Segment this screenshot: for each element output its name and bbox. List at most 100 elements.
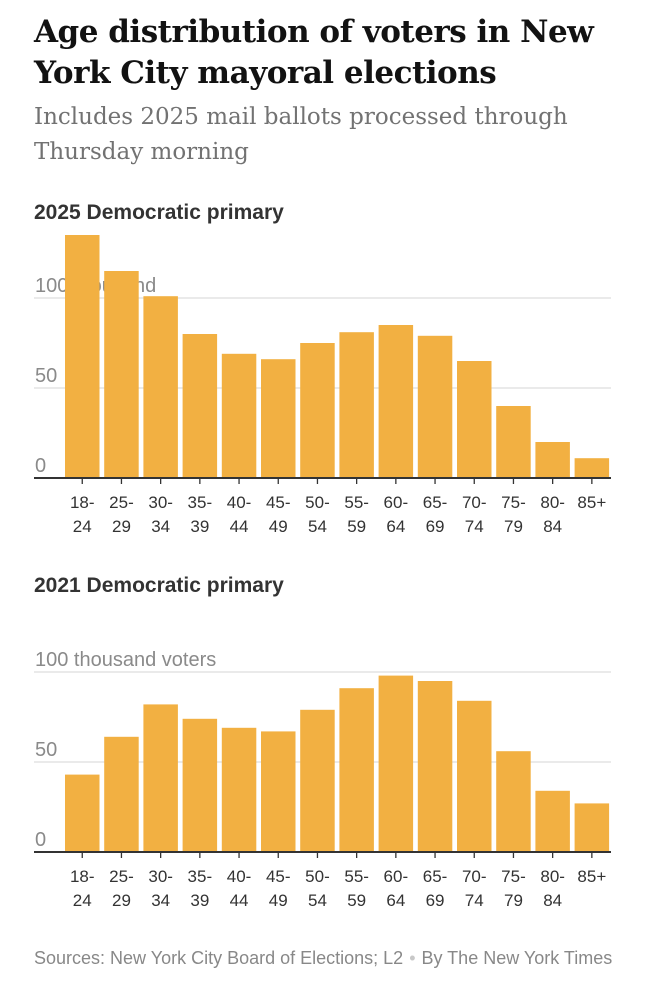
x-tick-label-line1: 75- bbox=[501, 493, 526, 512]
x-tick-label-line2: 34 bbox=[151, 891, 170, 910]
x-tick-label-18-24: 18-24 bbox=[70, 867, 95, 910]
x-tick-label-line2: 54 bbox=[308, 517, 327, 536]
x-tick-label-line1: 30- bbox=[148, 867, 173, 886]
bar-50-54 bbox=[300, 709, 335, 852]
bar-40-44 bbox=[221, 353, 257, 478]
x-tick-label-line1: 30- bbox=[148, 493, 173, 512]
x-tick-label-line2: 39 bbox=[190, 517, 209, 536]
bar-70-74 bbox=[457, 700, 492, 852]
x-tick-label-line1: 35- bbox=[188, 867, 213, 886]
x-tick-label-55-59: 55-59 bbox=[344, 493, 369, 536]
x-tick-label-line2: 64 bbox=[386, 891, 405, 910]
x-tick-label-line1: 75- bbox=[501, 867, 526, 886]
bar-65-69 bbox=[417, 335, 453, 478]
x-tick-label-line1: 40- bbox=[227, 493, 252, 512]
x-tick-label-line1: 70- bbox=[462, 493, 487, 512]
bar-40-44 bbox=[221, 727, 257, 852]
x-tick-label-30-34: 30-34 bbox=[148, 867, 173, 910]
bar-18-24 bbox=[65, 235, 100, 478]
x-tick-label-line2: 79 bbox=[504, 517, 523, 536]
bar-35-39 bbox=[182, 718, 218, 852]
bar-25-29 bbox=[104, 271, 139, 478]
x-tick-label-line1: 45- bbox=[266, 493, 291, 512]
x-tick-label-line1: 65- bbox=[423, 493, 448, 512]
bar-18-24 bbox=[65, 774, 100, 852]
x-tick-label-line2: 49 bbox=[269, 517, 288, 536]
x-tick-label-45-49: 45-49 bbox=[266, 867, 291, 910]
x-tick-label-50-54: 50-54 bbox=[305, 493, 330, 536]
x-tick-label-line2: 39 bbox=[190, 891, 209, 910]
bar-50-54 bbox=[300, 343, 335, 478]
x-tick-label-line2: 54 bbox=[308, 891, 327, 910]
x-tick-label-line2: 34 bbox=[151, 517, 170, 536]
x-tick-label-line1: 55- bbox=[344, 867, 369, 886]
x-tick-label-line2: 64 bbox=[386, 517, 405, 536]
x-tick-label-line1: 45- bbox=[266, 867, 291, 886]
x-tick-label-65-69: 65-69 bbox=[423, 867, 448, 910]
x-tick-label-line2: 29 bbox=[112, 517, 131, 536]
bar-30-34 bbox=[143, 296, 178, 478]
x-tick-label-85+: 85+ bbox=[577, 493, 606, 512]
x-tick-label-line2: 59 bbox=[347, 517, 366, 536]
y-tick-label-0: 0 bbox=[35, 829, 46, 851]
bar-80-84 bbox=[535, 790, 570, 852]
x-tick-label-line2: 69 bbox=[426, 891, 445, 910]
y-tick-label-0: 0 bbox=[35, 455, 46, 477]
bar-60-64 bbox=[378, 675, 414, 852]
source-text: Sources: New York City Board of Election… bbox=[34, 948, 404, 968]
x-tick-label-line2: 69 bbox=[426, 517, 445, 536]
x-tick-label-line1: 18- bbox=[70, 867, 95, 886]
x-tick-label-line2: 74 bbox=[465, 517, 484, 536]
x-tick-label-line2: 49 bbox=[269, 891, 288, 910]
x-tick-label-45-49: 45-49 bbox=[266, 493, 291, 536]
x-tick-label-35-39: 35-39 bbox=[188, 493, 213, 536]
x-tick-label-line2: 84 bbox=[543, 517, 562, 536]
bar-85+ bbox=[574, 803, 610, 852]
bar-55-59 bbox=[339, 332, 374, 478]
x-tick-label-line1: 70- bbox=[462, 867, 487, 886]
page-title: Age distribution of voters in New York C… bbox=[34, 14, 594, 91]
x-tick-label-line1: 50- bbox=[305, 493, 330, 512]
x-tick-label-65-69: 65-69 bbox=[423, 493, 448, 536]
bar-65-69 bbox=[417, 681, 453, 852]
bar-35-39 bbox=[182, 334, 218, 478]
x-tick-label-line1: 60- bbox=[384, 493, 409, 512]
x-tick-label-18-24: 18-24 bbox=[70, 493, 95, 536]
x-tick-label-line1: 25- bbox=[109, 867, 134, 886]
x-tick-label-60-64: 60-64 bbox=[384, 493, 409, 536]
bar-45-49 bbox=[261, 731, 296, 852]
x-tick-label-line1: 35- bbox=[188, 493, 213, 512]
x-tick-label-50-54: 50-54 bbox=[305, 867, 330, 910]
source-note: Sources: New York City Board of Election… bbox=[34, 944, 624, 973]
page-subtitle: Includes 2025 mail ballots processed thr… bbox=[34, 104, 568, 165]
bar-70-74 bbox=[457, 361, 492, 478]
x-tick-label-line1: 60- bbox=[384, 867, 409, 886]
x-tick-label-line2: 44 bbox=[230, 891, 249, 910]
bar-30-34 bbox=[143, 704, 178, 852]
bar-85+ bbox=[574, 458, 610, 478]
x-tick-label-line2: 24 bbox=[73, 891, 92, 910]
x-tick-label-line1: 55- bbox=[344, 493, 369, 512]
x-tick-label-line2: 44 bbox=[230, 517, 249, 536]
x-tick-label-line2: 84 bbox=[543, 891, 562, 910]
chart-2025-title: 2025 Democratic primary bbox=[34, 201, 284, 224]
chart-2021-title: 2021 Democratic primary bbox=[34, 574, 284, 597]
bar-80-84 bbox=[535, 442, 570, 478]
x-tick-label-line2: 59 bbox=[347, 891, 366, 910]
x-tick-label-line2: 79 bbox=[504, 891, 523, 910]
x-tick-label-line1: 18- bbox=[70, 493, 95, 512]
x-tick-label-35-39: 35-39 bbox=[188, 867, 213, 910]
y-tick-label-50: 50 bbox=[35, 739, 57, 761]
bar-75-79 bbox=[496, 751, 531, 852]
x-tick-label-line2: 24 bbox=[73, 517, 92, 536]
y-tick-label-50: 50 bbox=[35, 365, 57, 387]
x-tick-label-line1: 80- bbox=[540, 493, 565, 512]
separator-dot: • bbox=[409, 948, 416, 968]
bar-25-29 bbox=[104, 736, 139, 852]
x-tick-label-75-79: 75-79 bbox=[501, 867, 526, 910]
bar-75-79 bbox=[496, 406, 531, 478]
x-tick-label-80-84: 80-84 bbox=[540, 867, 565, 910]
x-tick-label-85+: 85+ bbox=[577, 867, 606, 886]
x-tick-label-40-44: 40-44 bbox=[227, 493, 252, 536]
